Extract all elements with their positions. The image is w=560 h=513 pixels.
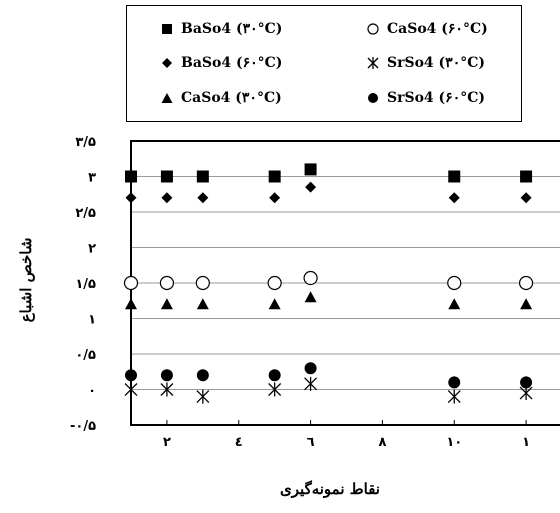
square-marker — [125, 171, 137, 183]
filled-circle-marker — [125, 369, 137, 381]
open-circle-marker — [304, 272, 317, 285]
x-tick-label: ۲ — [163, 435, 171, 450]
x-axis-label: نقاط نمونه‌گیری — [280, 480, 380, 498]
asterisk-marker — [197, 390, 209, 404]
diamond-marker — [197, 192, 208, 203]
x-tick-label: ٨ — [378, 435, 386, 450]
y-tick-label: -۰/۵ — [70, 419, 96, 434]
filled-circle-marker — [161, 369, 173, 381]
x-tick-label: ۱ — [522, 435, 530, 450]
asterisk-marker — [448, 390, 460, 404]
square-marker — [161, 171, 173, 183]
square-marker — [269, 171, 281, 183]
open-circle-marker — [448, 277, 461, 290]
filled-circle-marker — [197, 369, 209, 381]
y-tick-label: ۳ — [88, 171, 96, 186]
open-circle-marker — [520, 277, 533, 290]
filled-circle-marker — [448, 376, 460, 388]
open-circle-marker — [160, 277, 173, 290]
triangle-marker — [305, 291, 317, 302]
y-tick-label: ۱/۵ — [75, 277, 96, 292]
y-tick-label: ۲ — [88, 242, 96, 257]
y-tick-label: ۳/۵ — [75, 135, 96, 150]
filled-circle-marker — [305, 362, 317, 374]
asterisk-marker — [305, 377, 317, 391]
square-marker — [197, 171, 209, 183]
triangle-marker — [197, 298, 209, 309]
y-tick-label: ۱ — [88, 313, 96, 328]
y-tick-label: ۲/۵ — [75, 206, 96, 221]
diamond-marker — [126, 192, 137, 203]
square-marker — [448, 171, 460, 183]
square-marker — [305, 163, 317, 175]
x-tick-label: ٦ — [307, 435, 315, 450]
triangle-marker — [161, 298, 173, 309]
y-axis-label: شاخص اشباع — [17, 238, 35, 323]
triangle-marker — [520, 298, 532, 309]
y-tick-label: ۰/۵ — [75, 348, 96, 363]
diamond-marker — [521, 192, 532, 203]
triangle-marker — [448, 298, 460, 309]
x-tick-label: ٤ — [235, 435, 243, 450]
open-circle-marker — [268, 277, 281, 290]
triangle-marker — [269, 298, 281, 309]
y-tick-label: ۰ — [88, 384, 96, 399]
diamond-marker — [449, 192, 460, 203]
filled-circle-marker — [269, 369, 281, 381]
open-circle-marker — [125, 277, 138, 290]
triangle-marker — [125, 298, 137, 309]
filled-circle-marker — [520, 376, 532, 388]
square-marker — [520, 171, 532, 183]
diamond-marker — [161, 192, 172, 203]
diamond-marker — [269, 192, 280, 203]
open-circle-marker — [196, 277, 209, 290]
x-tick-label: ۱۰ — [446, 435, 462, 450]
diamond-marker — [305, 182, 316, 193]
